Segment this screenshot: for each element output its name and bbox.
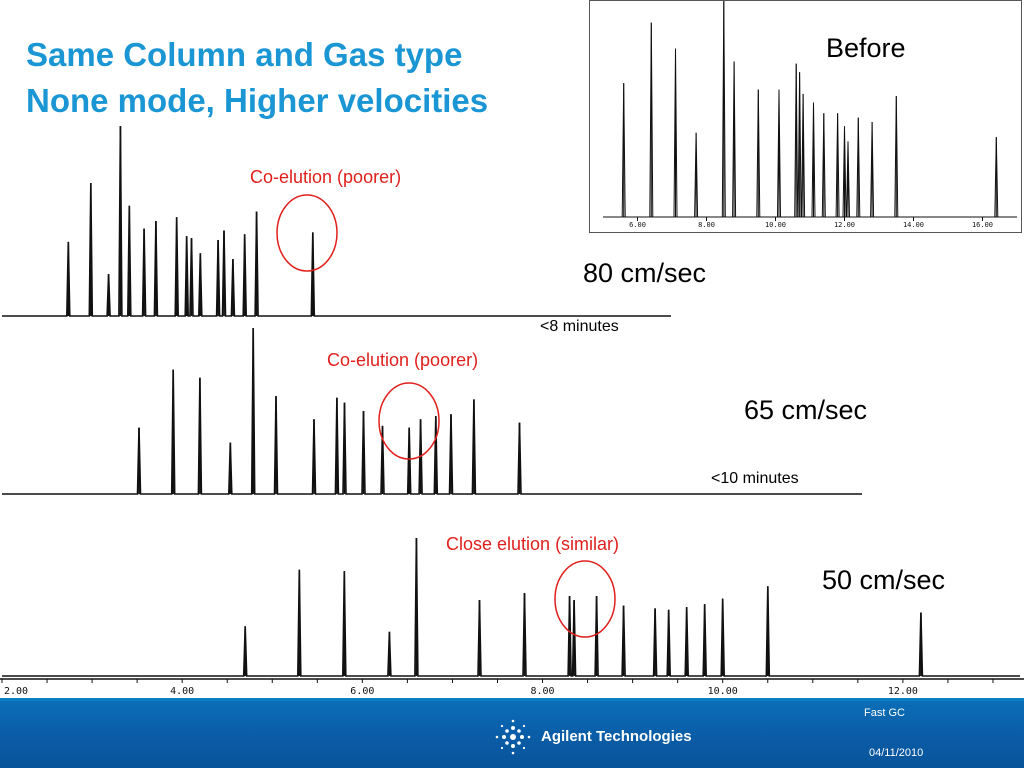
- before-tick-label: 12.00: [834, 221, 855, 229]
- bottom-tick-label: 12.00: [888, 686, 918, 697]
- bottom-tick-label: 10.00: [708, 686, 738, 697]
- annotation-65: Co-elution (poorer): [327, 350, 479, 370]
- trace-50-group: [2, 537, 1020, 677]
- brand-name: Agilent Technologies: [541, 728, 692, 745]
- runtime-note-65: <10 minutes: [711, 470, 799, 487]
- footer-stripe: [0, 698, 1024, 701]
- before-tick-label: 10.00: [765, 221, 786, 229]
- before-chromatogram-frame: [589, 0, 1022, 233]
- footer-bar: [0, 698, 1024, 768]
- speed-label-65: 65 cm/sec: [744, 395, 868, 425]
- before-tick-label: 6.00: [629, 221, 646, 229]
- coelution-circle-65: [378, 382, 440, 460]
- trace-line: [2, 537, 1020, 677]
- footer-date: 04/11/2010: [869, 747, 924, 759]
- bottom-tick-label: 2.00: [4, 686, 28, 697]
- coelution-circle-80: [276, 194, 338, 272]
- slide-title: Same Column and Gas type None mode, High…: [26, 32, 596, 124]
- agilent-spark-icon: [495, 719, 531, 755]
- bottom-tick-label: 4.00: [170, 686, 194, 697]
- before-tick-label: 14.00: [903, 221, 924, 229]
- annotation-80: Co-elution (poorer): [250, 167, 402, 187]
- title-line-1: Same Column and Gas type: [26, 36, 463, 73]
- before-tick-label: 16.00: [972, 221, 993, 229]
- trace-65-group: [2, 327, 862, 495]
- before-trace-group: 6.00 8.00 10.00 12.00 14.00 16.00: [603, 0, 1017, 229]
- trace-80-group: [2, 125, 671, 317]
- before-tick-label: 8.00: [698, 221, 715, 229]
- runtime-note-80: <8 minutes: [540, 318, 619, 335]
- close-elution-circle-50: [554, 560, 616, 638]
- trace-line: [603, 0, 1017, 218]
- speed-label-80: 80 cm/sec: [583, 258, 707, 288]
- before-label: Before: [826, 33, 906, 63]
- title-line-2: None mode, Higher velocities: [26, 82, 489, 119]
- bottom-tick-label: 6.00: [350, 686, 374, 697]
- footer-section: Fast GC: [864, 707, 905, 719]
- bottom-tick-label: 8.00: [530, 686, 554, 697]
- speed-label-50: 50 cm/sec: [822, 565, 946, 595]
- bottom-axis-group: 2.00 4.00 6.00 8.00 10.00 12.00: [0, 678, 1024, 697]
- trace-line: [2, 125, 671, 317]
- annotation-50: Close elution (similar): [446, 534, 620, 554]
